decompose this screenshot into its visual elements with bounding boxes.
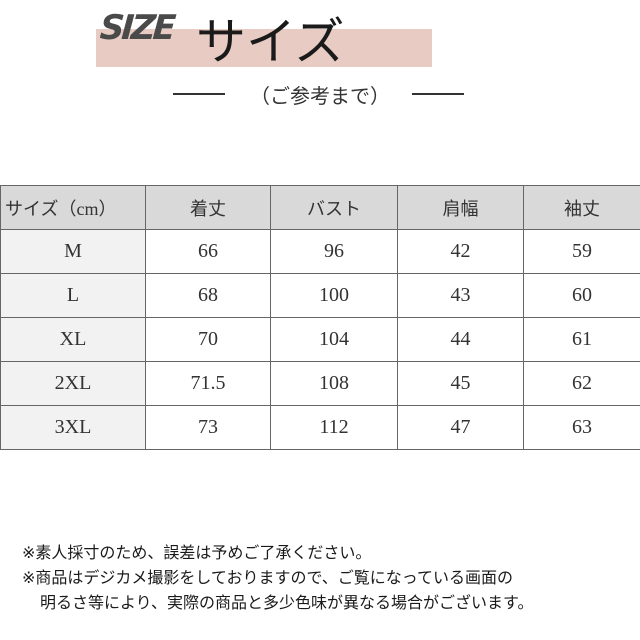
table-cell: 104 [270,317,398,362]
divider-left [173,93,225,95]
size-label-cell: M [0,229,146,274]
table-cell: 63 [523,405,640,450]
table-cell: 66 [145,229,271,274]
size-label-cell: L [0,273,146,318]
table-cell: 73 [145,405,271,450]
table-row: 3XL 73 112 47 63 [0,405,640,450]
note-line: 明るさ等により、実際の商品と多少色味が異なる場合がございます。 [40,593,534,612]
header-cell: 肩幅 [397,185,524,230]
table-row: L 68 100 43 60 [0,273,640,318]
size-label-cell: 2XL [0,361,146,406]
size-label-cell: 3XL [0,405,146,450]
table-header-row: サイズ（cm） 着丈 バスト 肩幅 袖丈 [0,185,640,230]
subtitle: （ご参考まで） [250,86,390,108]
table-cell: 100 [270,273,398,318]
table-cell: 68 [145,273,271,318]
table-cell: 71.5 [145,361,271,406]
table-cell: 44 [397,317,524,362]
header-cell: バスト [270,185,398,230]
note-line: ※素人採寸のため、誤差は予めご了承ください。 [22,543,372,562]
notes: ※素人採寸のため、誤差は予めご了承ください。 ※商品はデジカメ撮影をしております… [22,540,533,615]
table-cell: 45 [397,361,524,406]
table-cell: 108 [270,361,398,406]
table-cell: 60 [523,273,640,318]
table-cell: 62 [523,361,640,406]
page-title: サイズ [196,13,345,71]
table-cell: 112 [270,405,398,450]
table-cell: 43 [397,273,524,318]
table-row: 2XL 71.5 108 45 62 [0,361,640,406]
header-cell: 袖丈 [523,185,640,230]
subtitle-row: （ご参考まで） [0,78,640,108]
table-cell: 61 [523,317,640,362]
table-cell: 70 [145,317,271,362]
header-cell: 着丈 [145,185,271,230]
header-cell: サイズ（cm） [0,185,146,230]
table-cell: 42 [397,229,524,274]
table-cell: 47 [397,405,524,450]
table-cell: 59 [523,229,640,274]
size-logo: SIZE [98,8,175,48]
title-band [96,29,432,67]
table-cell: 96 [270,229,398,274]
table-row: XL 70 104 44 61 [0,317,640,362]
size-label-cell: XL [0,317,146,362]
size-table: サイズ（cm） 着丈 バスト 肩幅 袖丈 M 66 96 42 59 L 68 100 43 60… [0,185,640,450]
divider-right [412,93,464,95]
note-line: ※商品はデジカメ撮影をしておりますので、ご覧になっている画面の [22,568,514,587]
table-row: M 66 96 42 59 [0,229,640,274]
